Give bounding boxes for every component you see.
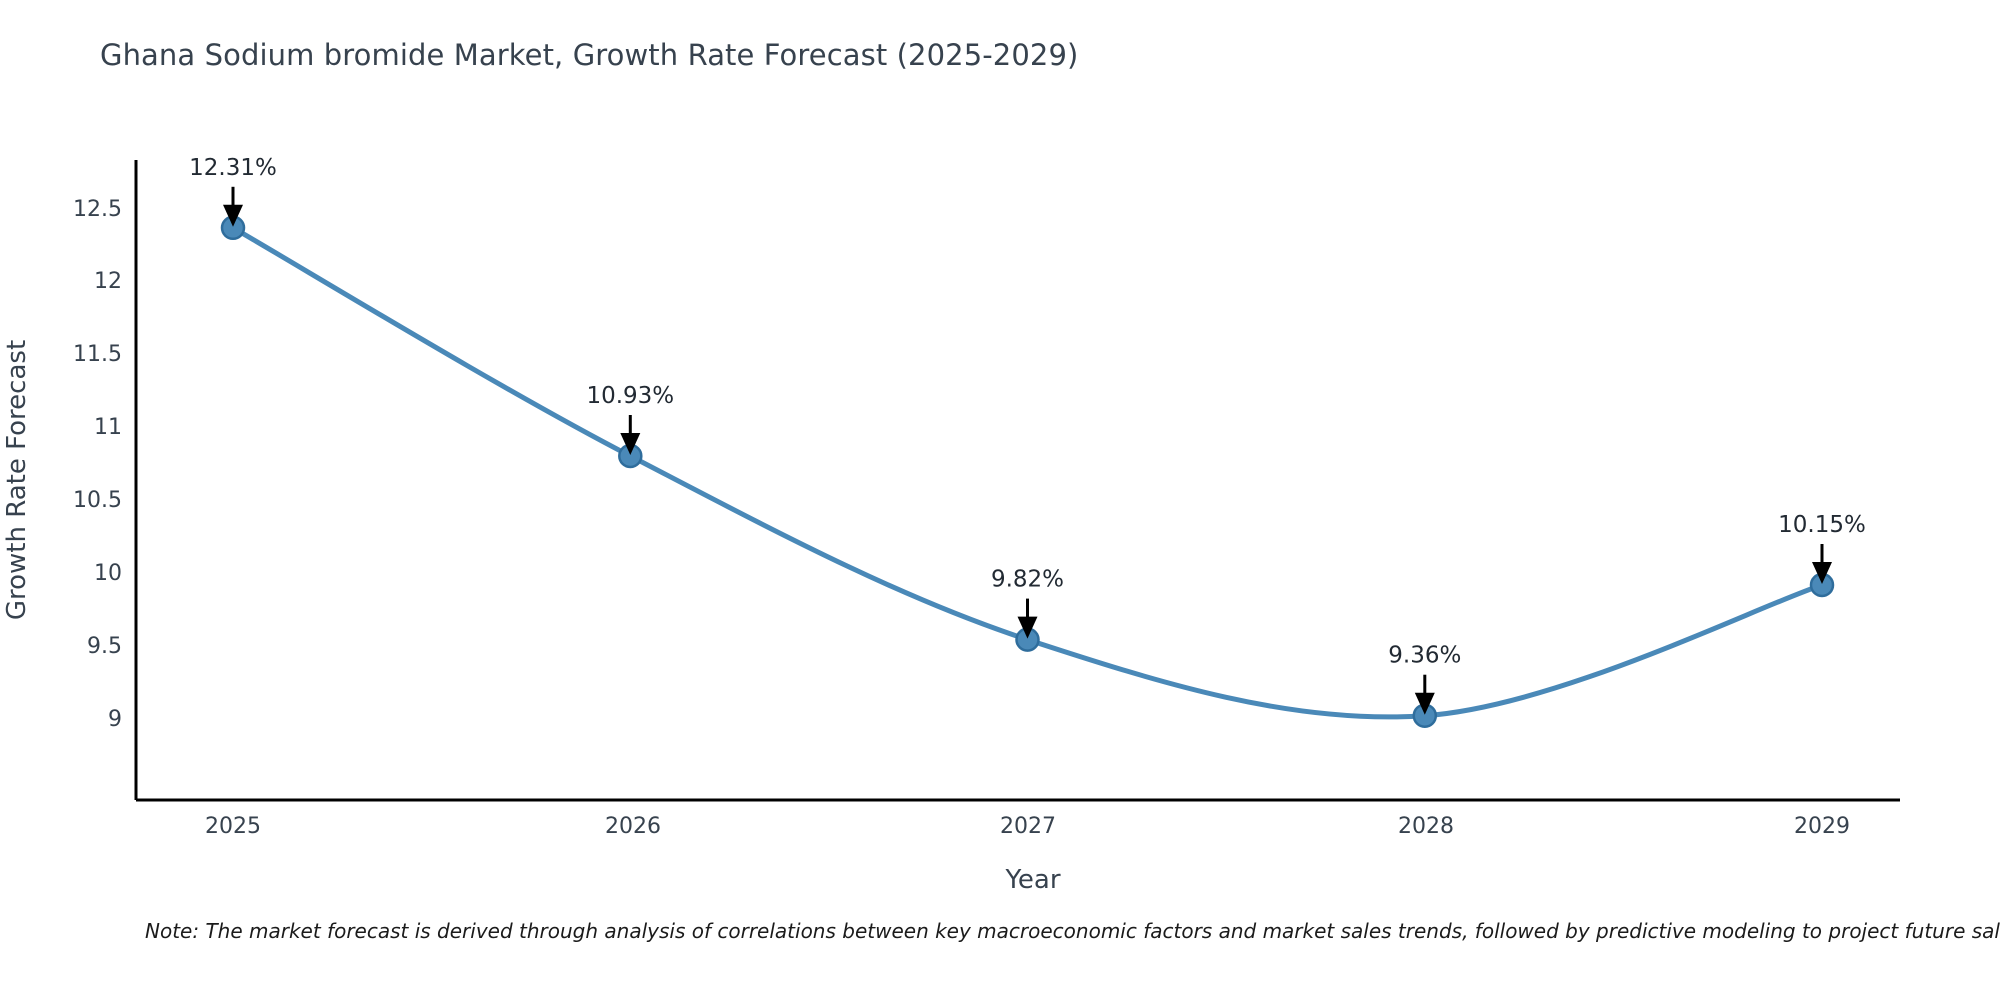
data-label: 10.15% [1778,512,1866,538]
y-tick-label: 9 [108,707,122,732]
annotation-arrow-head [1812,562,1832,584]
x-tick-label: 2029 [1794,814,1850,839]
x-axis-title: Year [1004,865,1060,895]
y-tick-label: 12 [94,269,122,294]
data-label: 9.82% [991,567,1064,593]
y-axis-title: Growth Rate Forecast [2,340,32,620]
x-tick-label: 2025 [205,814,261,839]
x-tick-label: 2027 [1000,814,1056,839]
x-tick-label: 2026 [605,814,661,839]
y-tick-label: 10 [94,561,122,586]
y-axis-ticks: 12.5 12 11.5 11 10.5 10 9.5 9 [73,197,122,732]
y-tick-label: 12.5 [73,197,122,222]
annotation-arrow-head [1017,616,1038,639]
data-label: 10.93% [586,383,674,409]
y-tick-label: 10.5 [73,488,122,513]
annotation-arrow-head [223,204,243,227]
x-axis-ticks: 2025 2026 2027 2028 2029 [205,814,1850,839]
data-label: 9.36% [1388,643,1461,669]
data-label: 12.31% [189,155,277,181]
annotation-arrow-head [1414,692,1435,715]
x-tick-label: 2028 [1398,814,1454,839]
y-tick-label: 11 [94,415,122,440]
annotation-group: 12.31% 10.93% 9.82% 9.36% 10.15% [189,155,1866,715]
annotation-arrow-head [620,433,641,455]
y-tick-label: 11.5 [73,342,122,367]
footnote-text: Note: The market forecast is derived thr… [145,919,2000,943]
series-markers [220,215,1835,728]
page-title: Ghana Sodium bromide Market, Growth Rate… [100,38,1079,72]
y-tick-label: 9.5 [87,634,122,659]
